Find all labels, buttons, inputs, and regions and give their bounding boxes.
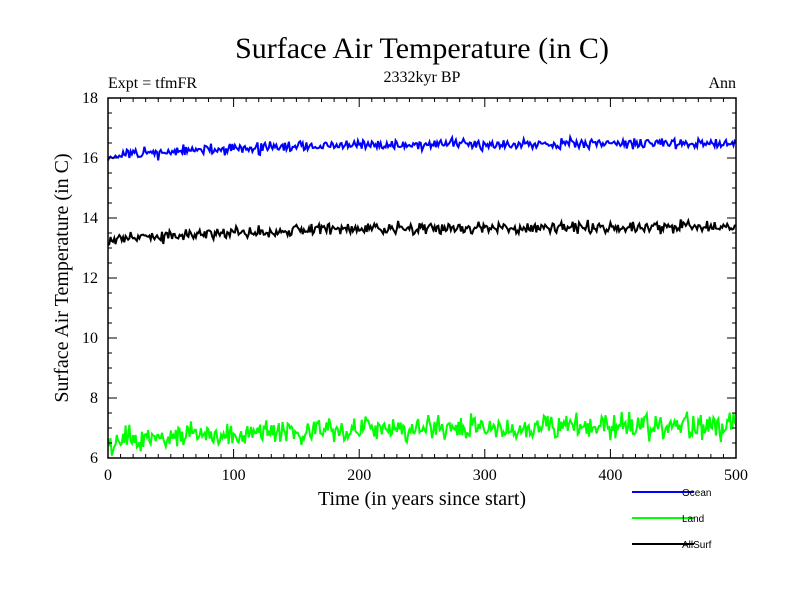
series-line-allsurf	[107, 217, 737, 247]
legend: Ocean Land AllSurf	[632, 488, 712, 551]
x-tick-label: 0	[104, 467, 112, 484]
series-layer	[107, 133, 737, 456]
x-tick-label: 300	[473, 467, 497, 484]
x-axis-label: Time (in years since start)	[318, 488, 526, 510]
y-tick-label: 14	[82, 210, 98, 227]
y-tick-label: 10	[82, 330, 98, 347]
y-tick-label: 16	[82, 150, 98, 167]
y-tick-label: 8	[90, 390, 98, 407]
chart-title: Surface Air Temperature (in C)	[235, 32, 609, 65]
y-axis-label: Surface Air Temperature (in C)	[51, 153, 73, 402]
season-label: Ann	[708, 75, 736, 92]
legend-label-land: Land	[682, 514, 704, 525]
series-line-ocean	[107, 133, 737, 161]
x-tick-label: 100	[222, 467, 246, 484]
experiment-label: Expt = tfmFR	[108, 75, 197, 92]
x-tick-label: 500	[724, 467, 748, 484]
axes-layer: 0 100 200 300 400 500 6 8 10 12 14 16 18	[82, 90, 748, 484]
y-tick-label: 6	[90, 450, 98, 467]
series-line-land	[107, 410, 737, 456]
legend-label-ocean: Ocean	[682, 488, 711, 499]
y-tick-label: 12	[82, 270, 98, 287]
y-tick-label: 18	[82, 90, 98, 107]
chart-subtitle: 2332kyr BP	[384, 69, 461, 86]
x-tick-label: 200	[347, 467, 371, 484]
legend-label-allsurf: AllSurf	[682, 540, 712, 551]
x-tick-label: 400	[598, 467, 622, 484]
